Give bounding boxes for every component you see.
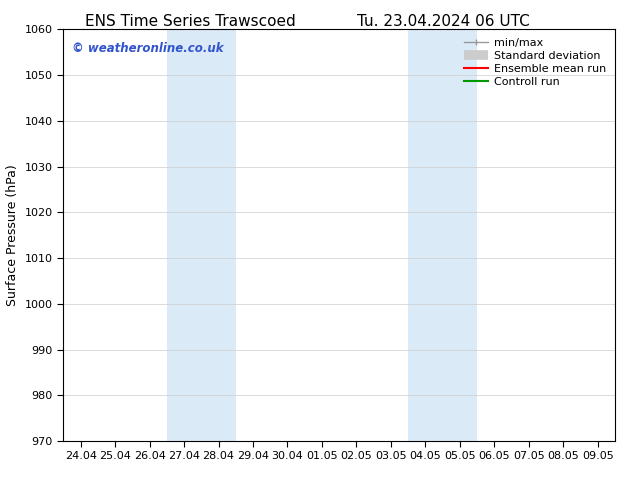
Text: ENS Time Series Trawscoed: ENS Time Series Trawscoed	[85, 14, 295, 29]
Bar	[167, 29, 236, 441]
Y-axis label: Surface Pressure (hPa): Surface Pressure (hPa)	[6, 164, 19, 306]
Text: © weatheronline.co.uk: © weatheronline.co.uk	[72, 42, 223, 55]
Text: Tu. 23.04.2024 06 UTC: Tu. 23.04.2024 06 UTC	[358, 14, 530, 29]
Legend: min/max, Standard deviation, Ensemble mean run, Controll run: min/max, Standard deviation, Ensemble me…	[460, 35, 609, 90]
Bar	[408, 29, 477, 441]
